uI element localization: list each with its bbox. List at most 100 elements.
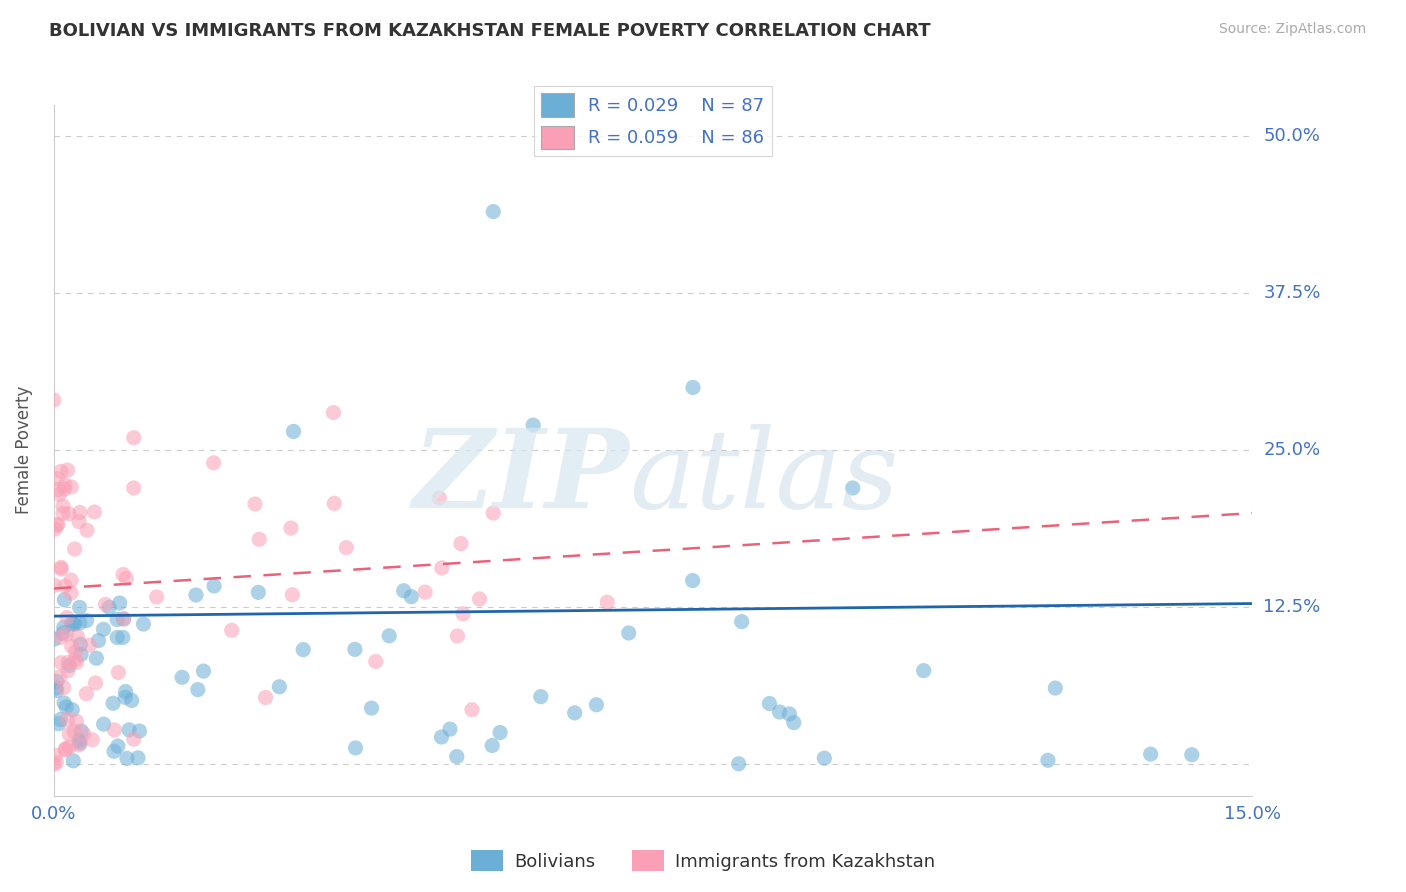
Point: [585, 698, 607, 712]
Point: [446, 629, 468, 643]
Text: 50.0%: 50.0%: [1264, 128, 1320, 145]
Point: [76, 523, 98, 537]
Point: [44, 748, 66, 763]
Point: [70, 648, 93, 662]
Point: [93, 717, 115, 731]
Point: [84, 676, 107, 690]
Point: [103, 744, 125, 758]
Point: [63, 617, 86, 632]
Point: [280, 521, 302, 535]
Point: [56, 656, 79, 670]
Point: [768, 705, 790, 719]
Point: [489, 725, 512, 739]
Point: [46, 483, 69, 497]
Point: [193, 664, 215, 678]
Point: [461, 703, 484, 717]
Point: [323, 496, 346, 510]
Point: [86, 651, 108, 665]
Point: [70, 724, 93, 739]
Point: [67, 733, 90, 747]
Point: [49, 560, 72, 574]
Point: [53, 592, 76, 607]
Point: [56, 712, 79, 726]
Point: [87, 633, 110, 648]
Point: [481, 739, 503, 753]
Point: [813, 751, 835, 765]
Point: [122, 732, 145, 747]
Point: [778, 706, 800, 721]
Point: [364, 655, 387, 669]
Point: [63, 541, 86, 556]
Point: [49, 464, 72, 478]
Point: [49, 713, 72, 727]
Point: [682, 380, 704, 394]
Point: [121, 693, 143, 707]
Point: [468, 592, 491, 607]
Point: [413, 585, 436, 599]
Point: [79, 638, 101, 652]
Point: [69, 615, 91, 630]
Point: [108, 596, 131, 610]
Point: [73, 727, 96, 741]
Point: [112, 612, 135, 626]
Point: [451, 607, 474, 621]
Point: [727, 756, 749, 771]
Point: [52, 499, 75, 513]
Point: [69, 637, 91, 651]
Point: [360, 701, 382, 715]
Point: [105, 631, 128, 645]
Point: [335, 541, 357, 555]
Point: [281, 588, 304, 602]
Point: [53, 482, 76, 496]
Point: [596, 595, 619, 609]
Point: [62, 754, 84, 768]
Point: [132, 617, 155, 632]
Text: Source: ZipAtlas.com: Source: ZipAtlas.com: [1219, 22, 1367, 37]
Point: [46, 472, 69, 486]
Point: [62, 617, 84, 632]
Point: [430, 561, 453, 575]
Point: [172, 670, 194, 684]
Point: [269, 680, 291, 694]
Point: [53, 743, 76, 757]
Point: [283, 425, 305, 439]
Point: [66, 655, 89, 669]
Point: [52, 506, 75, 520]
Point: [127, 751, 149, 765]
Point: [76, 614, 98, 628]
Point: [254, 690, 277, 705]
Point: [912, 664, 935, 678]
Point: [482, 506, 505, 520]
Point: [55, 741, 77, 756]
Point: [439, 722, 461, 736]
Point: [103, 723, 125, 737]
Point: [243, 497, 266, 511]
Text: ZIP: ZIP: [412, 425, 628, 532]
Point: [202, 456, 225, 470]
Point: [247, 585, 270, 599]
Point: [114, 690, 136, 705]
Point: [128, 724, 150, 739]
Text: 12.5%: 12.5%: [1264, 599, 1320, 616]
Point: [55, 699, 77, 714]
Point: [731, 615, 754, 629]
Point: [46, 517, 69, 532]
Point: [292, 642, 315, 657]
Point: [107, 665, 129, 680]
Point: [446, 749, 468, 764]
Point: [1045, 681, 1067, 695]
Point: [51, 656, 73, 670]
Point: [378, 629, 401, 643]
Point: [94, 598, 117, 612]
Point: [115, 571, 138, 585]
Point: [107, 739, 129, 753]
Point: [564, 706, 586, 720]
Point: [45, 683, 67, 698]
Point: [82, 732, 104, 747]
Point: [1181, 747, 1204, 762]
Point: [1036, 753, 1059, 767]
Point: [322, 406, 344, 420]
Point: [46, 518, 69, 533]
Point: [427, 491, 450, 505]
Point: [430, 730, 453, 744]
